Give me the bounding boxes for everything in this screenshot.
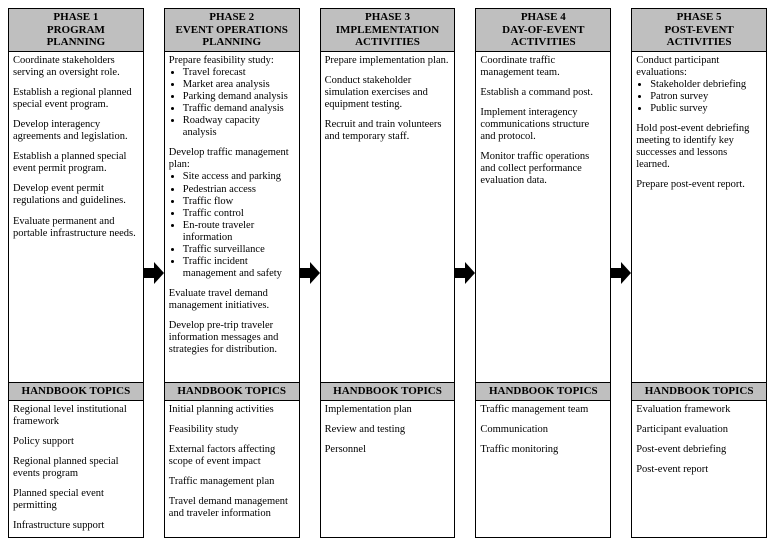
bullet-item: Travel forecast: [183, 67, 295, 79]
body-text: Implementation plan: [325, 404, 451, 416]
arrow-icon: [455, 8, 475, 538]
bullet-list: Site access and parkingPedestrian access…: [169, 171, 295, 280]
bullet-list: Stakeholder debriefingPatron surveyPubli…: [636, 79, 762, 115]
phase-body: Coordinate traffic management team. Estab…: [476, 52, 610, 382]
body-text: Evaluate travel demand management initia…: [169, 288, 295, 312]
body-text: Prepare implementation plan.: [325, 55, 451, 67]
handbook-title: HANDBOOK TOPICS: [476, 382, 610, 401]
arrow-icon: [611, 8, 631, 538]
body-text: External factors affecting scope of even…: [169, 444, 295, 468]
handbook-body: Implementation plan Review and testing Per…: [321, 401, 455, 461]
body-text: Post-event report: [636, 464, 762, 476]
body-text: Review and testing: [325, 424, 451, 436]
body-text: Implement interagency communications str…: [480, 107, 606, 143]
bullet-list: Travel forecastMarket area analysisParki…: [169, 67, 295, 139]
phase-column: PHASE 5 POST-EVENT ACTIVITIESConduct par…: [631, 8, 767, 538]
phase-title: PHASE 4 DAY-OF-EVENT ACTIVITIES: [476, 9, 610, 52]
body-text: Traffic management team: [480, 404, 606, 416]
lead-text: Conduct participant evaluations:: [636, 55, 762, 79]
body-text: Feasibility study: [169, 424, 295, 436]
bullet-item: Traffic surveillance: [183, 244, 295, 256]
body-text: Participant evaluation: [636, 424, 762, 436]
lead-text: Prepare feasibility study:: [169, 55, 295, 67]
phase-column: PHASE 2 EVENT OPERATIONS PLANNINGPrepare…: [164, 8, 300, 538]
body-text: Establish a planned special event permit…: [13, 151, 139, 175]
phase-title: PHASE 5 POST-EVENT ACTIVITIES: [632, 9, 766, 52]
body-text: Establish a regional planned special eve…: [13, 87, 139, 111]
body-text: Prepare post-event report.: [636, 179, 762, 191]
body-text: Travel demand management and traveler in…: [169, 496, 295, 520]
phase-title: PHASE 1 PROGRAM PLANNING: [9, 9, 143, 52]
bullet-item: En-route traveler information: [183, 220, 295, 244]
phase-body: Coordinate stakeholders serving an overs…: [9, 52, 143, 382]
body-text: Regional planned special events program: [13, 456, 139, 480]
body-text: Coordinate traffic management team.: [480, 55, 606, 79]
arrow-icon: [300, 8, 320, 538]
phase-body: Conduct participant evaluations:Stakehol…: [632, 52, 766, 382]
body-text: Recruit and train volunteers and tempora…: [325, 119, 451, 143]
phase-title: PHASE 2 EVENT OPERATIONS PLANNING: [165, 9, 299, 52]
bullet-item: Traffic control: [183, 208, 295, 220]
bullet-item: Patron survey: [650, 91, 762, 103]
body-text: Establish a command post.: [480, 87, 606, 99]
bullet-item: Pedestrian access: [183, 184, 295, 196]
body-text: Evaluation framework: [636, 404, 762, 416]
handbook-title: HANDBOOK TOPICS: [632, 382, 766, 401]
body-text: Conduct stakeholder simulation exercises…: [325, 75, 451, 111]
handbook-title: HANDBOOK TOPICS: [9, 382, 143, 401]
body-text: Communication: [480, 424, 606, 436]
bullet-item: Roadway capacity analysis: [183, 115, 295, 139]
body-text: Planned special event permitting: [13, 488, 139, 512]
handbook-body: Evaluation framework Participant evaluati…: [632, 401, 766, 481]
body-text: Regional level institutional framework: [13, 404, 139, 428]
body-text: Develop pre-trip traveler information me…: [169, 320, 295, 356]
handbook-body: Traffic management team Communication Traf…: [476, 401, 610, 461]
bullet-item: Public survey: [650, 103, 762, 115]
body-text: Develop interagency agreements and legis…: [13, 119, 139, 143]
body-text: Develop event permit regulations and gui…: [13, 183, 139, 207]
phase-column: PHASE 3 IMPLEMENTATION ACTIVITIESPrepare…: [320, 8, 456, 538]
bullet-item: Parking demand analysis: [183, 91, 295, 103]
bullet-item: Traffic flow: [183, 196, 295, 208]
body-text: Infrastructure support: [13, 520, 139, 532]
phases-row: PHASE 1 PROGRAM PLANNING Coordinate stake…: [8, 8, 767, 538]
body-text: Traffic monitoring: [480, 444, 606, 456]
arrow-icon: [144, 8, 164, 538]
body-text: Monitor traffic operations and collect p…: [480, 151, 606, 187]
bullet-item: Traffic demand analysis: [183, 103, 295, 115]
phase-body: Prepare feasibility study:Travel forecas…: [165, 52, 299, 382]
handbook-body: Regional level institutional framework Po…: [9, 401, 143, 538]
phase-title: PHASE 3 IMPLEMENTATION ACTIVITIES: [321, 9, 455, 52]
handbook-body: Initial planning activities Feasibility s…: [165, 401, 299, 525]
body-text: Coordinate stakeholders serving an overs…: [13, 55, 139, 79]
body-text: Traffic management plan: [169, 476, 295, 488]
body-text: Hold post-event debriefing meeting to id…: [636, 123, 762, 171]
lead-text: Develop traffic management plan:: [169, 147, 295, 171]
handbook-title: HANDBOOK TOPICS: [321, 382, 455, 401]
body-text: Post-event debriefing: [636, 444, 762, 456]
body-text: Policy support: [13, 436, 139, 448]
phase-column: PHASE 1 PROGRAM PLANNING Coordinate stake…: [8, 8, 144, 538]
phase-column: PHASE 4 DAY-OF-EVENT ACTIVITIESCoordinat…: [475, 8, 611, 538]
bullet-item: Site access and parking: [183, 171, 295, 183]
body-text: Evaluate permanent and portable infrastr…: [13, 216, 139, 240]
body-text: Initial planning activities: [169, 404, 295, 416]
handbook-title: HANDBOOK TOPICS: [165, 382, 299, 401]
bullet-item: Traffic incident management and safety: [183, 256, 295, 280]
body-text: Personnel: [325, 444, 451, 456]
phase-body: Prepare implementation plan. Conduct stak…: [321, 52, 455, 382]
bullet-item: Market area analysis: [183, 79, 295, 91]
bullet-item: Stakeholder debriefing: [650, 79, 762, 91]
